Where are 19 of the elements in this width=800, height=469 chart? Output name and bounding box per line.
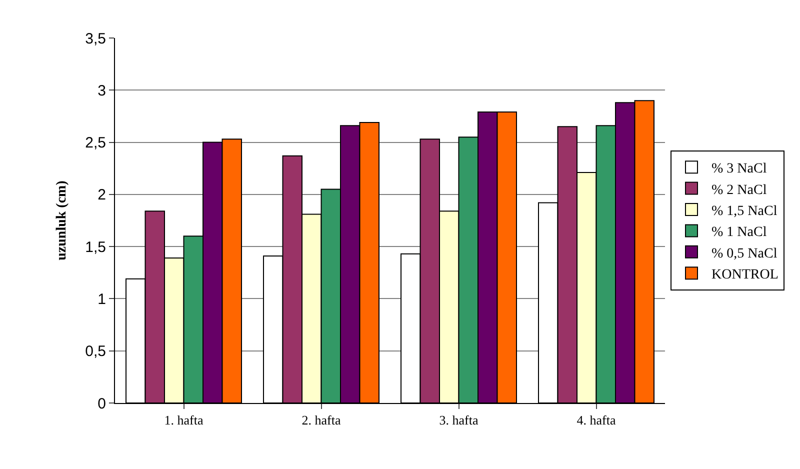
legend-label: KONTROL bbox=[712, 268, 778, 283]
y-tick-label: 1,5 bbox=[85, 238, 106, 256]
x-tick-label: 3. hafta bbox=[439, 412, 478, 428]
legend-label: % 2 NaCl bbox=[712, 182, 767, 198]
y-tick-label: 0,5 bbox=[85, 343, 106, 360]
legend-label: % 3 NaCl bbox=[712, 162, 767, 177]
x-tick-label: 1. hafta bbox=[164, 412, 204, 428]
x-tick-label: 4. hafta bbox=[576, 412, 616, 428]
legend-label: % 0,5 NaCl bbox=[712, 246, 778, 262]
y-tick-label: 2 bbox=[98, 186, 106, 204]
y-axis-title: uzunluk (cm) bbox=[54, 180, 70, 260]
y-tick-label: 1 bbox=[98, 290, 106, 308]
legend-label: % 1,5 NaCl bbox=[712, 204, 778, 219]
y-tick-label: 3 bbox=[98, 82, 106, 100]
y-tick-label: 3,5 bbox=[85, 30, 106, 48]
y-tick-label: 0 bbox=[98, 395, 106, 412]
x-tick-label: 2. hafta bbox=[302, 412, 341, 428]
y-tick-label: 2,5 bbox=[85, 134, 106, 152]
legend-label: % 1 NaCl bbox=[712, 225, 767, 240]
